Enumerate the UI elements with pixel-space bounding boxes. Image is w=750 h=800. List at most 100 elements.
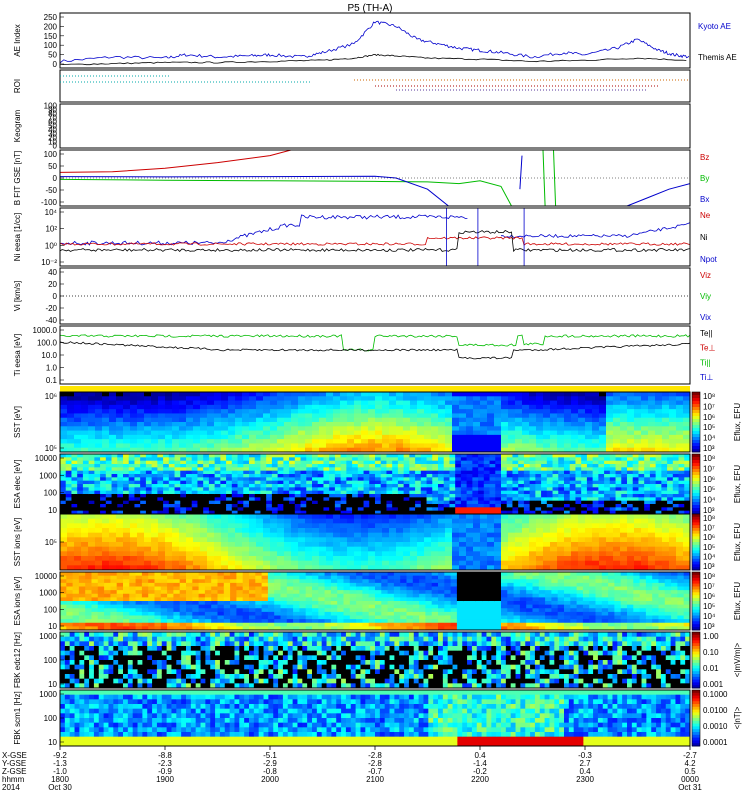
spectro-cell (667, 504, 674, 508)
spectro-cell (249, 467, 256, 472)
spectro-cell (289, 457, 296, 462)
spectro-cell (323, 490, 330, 495)
spectro-cell (443, 474, 450, 478)
spectro-cell (368, 417, 376, 423)
colorbar-cell (692, 514, 700, 518)
spectro-cell (102, 396, 110, 401)
spectro-cell (438, 464, 445, 468)
spectro-cell (74, 434, 82, 440)
spectro-cell (220, 504, 227, 508)
spectro-cell (283, 464, 290, 468)
ytick-label: 10⁻² (41, 258, 57, 267)
spectro-cell (644, 457, 651, 462)
spectro-cell (410, 443, 418, 449)
spectro-cell (60, 464, 67, 468)
legend-themis-ae: Themis AE (698, 53, 737, 62)
spectro-cell (158, 546, 166, 552)
spectro-cell (305, 447, 313, 453)
spectro-cell (501, 439, 509, 444)
spectro-cell (179, 626, 187, 631)
spectro-cell (78, 586, 86, 591)
spectro-cell (649, 507, 657, 512)
spectro-cell (557, 392, 565, 397)
spectro-cell (249, 546, 257, 552)
spectro-cell (254, 457, 261, 462)
spectro-cell (109, 447, 117, 453)
spectro-cell (431, 422, 439, 427)
panel-frame (59, 391, 691, 453)
spectro-cell (598, 507, 605, 512)
spectro-cell (191, 464, 198, 468)
spectro-cell (489, 500, 496, 505)
spectro-cell (105, 460, 112, 465)
spectro-cell (620, 518, 628, 524)
spectro-cell (116, 604, 124, 609)
spectro-cell (154, 579, 162, 584)
spectro-cell (323, 467, 330, 472)
spectro-cell (389, 404, 397, 410)
spectro-cell (217, 590, 225, 595)
spectro-cell (249, 474, 256, 478)
spectro-cell (179, 608, 187, 613)
spectro-cell (483, 464, 490, 468)
spectro-cell (197, 487, 204, 492)
spectro-cell (592, 454, 599, 458)
spectro-cell (319, 417, 327, 423)
spectro-cell (334, 470, 342, 475)
spectro-cell (564, 460, 571, 465)
spectro-cell (88, 551, 96, 557)
spectro-cell (424, 443, 432, 449)
spectro-cell (581, 507, 588, 512)
spectro-cell (586, 480, 594, 485)
spectro-cell (459, 518, 467, 524)
spectro-cell (386, 477, 393, 482)
spectro-cell (174, 500, 181, 505)
spectro-cell (254, 477, 261, 482)
spectro-cell (317, 470, 324, 475)
spectro-cell (123, 560, 131, 566)
series-by (542, 150, 546, 206)
spectro-cell (291, 443, 299, 449)
spectro-cell (585, 426, 593, 431)
spectro-cell (186, 532, 194, 538)
spectro-cell (211, 611, 218, 616)
spectro-cell (424, 392, 432, 397)
spectro-cell (389, 400, 397, 406)
spectro-cell (598, 477, 605, 482)
spectro-cell (495, 454, 502, 458)
spectro-cell (340, 447, 348, 453)
spectro-cell (256, 392, 264, 397)
spectro-cell (634, 565, 642, 571)
spectro-cell (249, 560, 257, 566)
spectro-cell (298, 560, 306, 566)
spectro-cell (369, 460, 376, 465)
spectro-cell (294, 494, 301, 498)
spectro-cell (312, 532, 320, 538)
spectro-cell (515, 404, 523, 410)
spectro-cell (495, 487, 502, 492)
spectro-cell (382, 542, 390, 548)
spectro-cell (578, 542, 586, 548)
spectro-cell (512, 460, 519, 465)
spectro-cell (186, 597, 193, 602)
spectro-cell (543, 528, 551, 534)
spectro-cell (683, 396, 691, 401)
colorbar-cell (692, 511, 700, 515)
spectro-cell (117, 484, 124, 488)
spectro-cell (389, 413, 397, 419)
spectro-cell (135, 586, 143, 591)
spectro-cell (242, 443, 250, 449)
spectro-cell (291, 409, 299, 414)
spectro-cell (564, 480, 571, 485)
spectro-cell (312, 537, 320, 543)
spectro-cell (329, 457, 336, 462)
spectro-cell (460, 467, 468, 472)
spectro-cell (277, 392, 285, 397)
spectro-cell (214, 477, 221, 482)
spectro-cell (74, 439, 82, 444)
spectro-cell (361, 400, 369, 406)
spectro-cell (632, 490, 639, 495)
spectro-cell (277, 556, 285, 562)
spectro-cell (74, 447, 82, 453)
spectro-cell (66, 601, 73, 606)
